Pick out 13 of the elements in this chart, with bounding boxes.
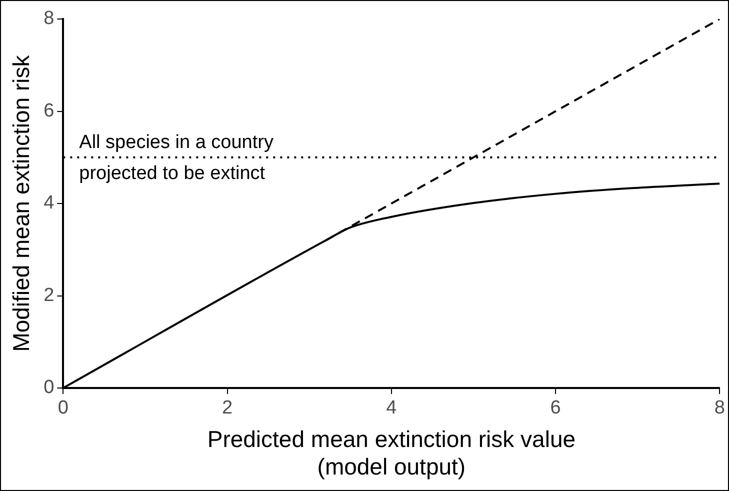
- y-tick-label: 6: [44, 100, 54, 122]
- y-axis-title: Modified mean extinction risk: [8, 54, 34, 352]
- x-tick-label: 4: [386, 398, 398, 419]
- y-tick-label: 2: [44, 284, 54, 306]
- y-tick-label: 8: [44, 8, 54, 30]
- x-tick-label: 8: [714, 398, 726, 419]
- ref-line-label: All species in a country projected to be extinct: [79, 132, 274, 184]
- y-tick-label: 4: [44, 192, 55, 214]
- x-tick-label: 6: [550, 398, 561, 419]
- x-axis-title: Predicted mean extinction risk value (model output): [207, 426, 576, 480]
- x-tick-label: 0: [58, 398, 68, 419]
- x-tick-label: 2: [222, 398, 233, 419]
- y-tick-label: 0: [44, 377, 54, 398]
